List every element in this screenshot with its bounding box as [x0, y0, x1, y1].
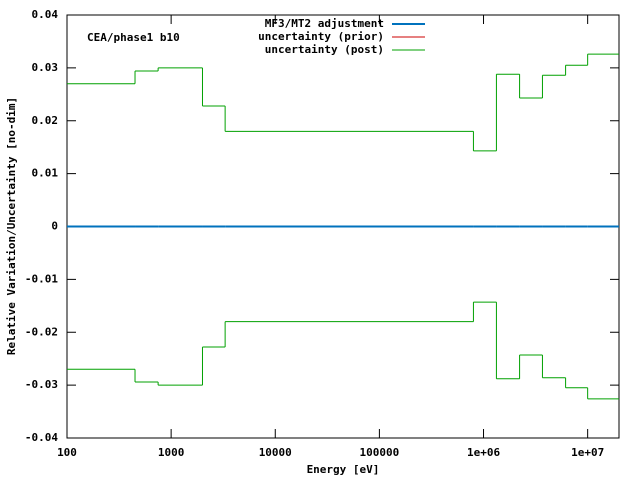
y-tick-label: 0 [51, 220, 58, 233]
y-tick-label: -0.03 [25, 378, 58, 391]
y-tick-label: 0.01 [32, 167, 59, 180]
y-tick-label: -0.04 [25, 431, 58, 444]
x-tick-label: 1e+07 [571, 446, 604, 459]
x-tick-label: 100000 [360, 446, 400, 459]
legend-label: MF3/MT2 adjustment [265, 17, 384, 30]
x-tick-label: 1000 [158, 446, 185, 459]
y-axis-label: Relative Variation/Uncertainty [no-dim] [5, 97, 18, 355]
x-tick-label: 10000 [259, 446, 292, 459]
x-axis-label: Energy [eV] [307, 463, 380, 476]
legend-label: uncertainty (post) [265, 43, 384, 56]
y-tick-label: 0.02 [32, 114, 59, 127]
y-tick-label: -0.01 [25, 272, 58, 285]
y-tick-label: -0.02 [25, 325, 58, 338]
legend-label: uncertainty (prior) [258, 30, 384, 43]
x-tick-label: 1e+06 [467, 446, 500, 459]
y-tick-label: 0.03 [32, 61, 59, 74]
x-tick-label: 100 [57, 446, 77, 459]
y-tick-label: 0.04 [32, 8, 59, 21]
annotation: CEA/phase1 b10 [87, 31, 180, 44]
